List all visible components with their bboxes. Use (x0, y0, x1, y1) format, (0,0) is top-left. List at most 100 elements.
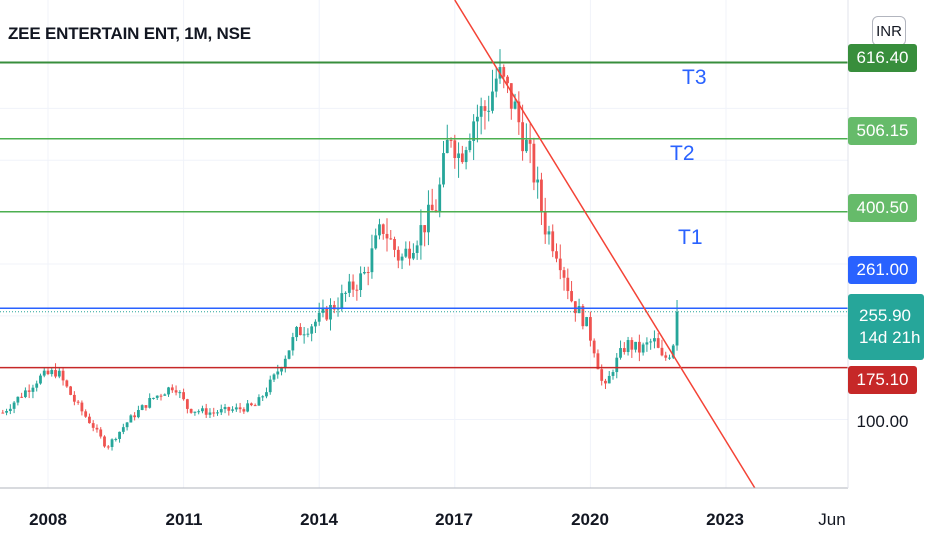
candle-140 (528, 123, 532, 164)
candle-142 (536, 166, 540, 199)
candle-56 (212, 407, 216, 417)
candle-14 (54, 363, 57, 379)
chart-title: ZEE ENTERTAIN ENT, 1M, NSE (8, 24, 251, 43)
candle-176 (664, 351, 668, 361)
candle-12 (46, 368, 50, 376)
target-label-t3: T3 (682, 66, 707, 89)
candle-97 (366, 266, 370, 286)
candle-23 (88, 413, 91, 424)
candle-11 (42, 367, 46, 378)
candle-160 (604, 378, 607, 390)
candle-106 (400, 253, 404, 270)
candle-99 (374, 228, 378, 250)
candle-173 (653, 330, 656, 349)
candle-150 (566, 268, 570, 300)
candle-17 (65, 379, 69, 388)
candle-15 (57, 367, 61, 379)
candle-64 (242, 407, 246, 414)
candle-100 (378, 218, 381, 240)
candle-32 (121, 423, 125, 435)
candle-152 (573, 301, 577, 322)
candle-24 (91, 420, 95, 432)
candle-168 (634, 341, 637, 353)
candle-125 (472, 114, 476, 161)
candle-38 (144, 405, 148, 411)
candle-121 (457, 142, 460, 178)
candle-71 (268, 375, 272, 395)
candle-16 (61, 368, 65, 386)
candle-52 (197, 409, 201, 415)
candle-104 (393, 236, 396, 258)
candle-8 (31, 384, 35, 399)
candle-146 (551, 224, 555, 258)
candle-34 (129, 414, 133, 423)
candle-116 (438, 177, 442, 218)
candle-90 (340, 284, 344, 312)
candle-1 (5, 408, 8, 416)
price-tag-high-marker: 261.00 (848, 256, 917, 284)
candle-96 (363, 266, 366, 275)
candle-136 (513, 93, 517, 110)
candle-126 (476, 104, 479, 143)
candle-3 (12, 401, 16, 414)
candle-40 (152, 397, 155, 400)
candle-103 (389, 230, 393, 240)
candle-134 (506, 75, 509, 94)
candle-147 (555, 243, 558, 263)
candle-84 (317, 302, 321, 326)
candle-93 (351, 274, 355, 297)
candle-67 (253, 403, 257, 407)
candle-143 (540, 172, 543, 225)
x-tick-jun: Jun (818, 510, 846, 529)
candle-78 (295, 325, 298, 342)
candle-53 (201, 405, 204, 414)
candle-149 (562, 266, 566, 291)
candle-48 (182, 388, 185, 401)
candle-43 (163, 393, 167, 396)
candle-156 (589, 311, 592, 347)
currency-button[interactable]: INR (872, 16, 906, 46)
candle-82 (310, 323, 314, 342)
candle-50 (189, 408, 193, 414)
candle-107 (404, 241, 408, 259)
candle-101 (381, 223, 385, 240)
x-tick-2011: 2011 (165, 510, 203, 529)
candle-22 (84, 409, 88, 418)
candle-70 (265, 387, 268, 399)
candle-69 (261, 395, 265, 402)
candle-10 (39, 373, 42, 385)
candle-79 (298, 323, 302, 336)
candle-46 (174, 385, 178, 396)
price-tag-t2: 506.15 (848, 117, 917, 145)
candle-167 (630, 337, 634, 358)
candle-117 (442, 140, 445, 188)
candle-105 (396, 246, 400, 269)
candle-138 (521, 104, 524, 161)
candle-174 (656, 332, 660, 349)
y-axis-label-100: 100.00 (856, 412, 909, 431)
candle-165 (622, 342, 626, 355)
candle-59 (223, 403, 227, 414)
candle-35 (133, 412, 137, 421)
candle-162 (611, 369, 615, 380)
candle-13 (50, 367, 54, 377)
candle-37 (140, 404, 144, 411)
countdown-value: 14d 21h (859, 328, 921, 347)
candle-137 (517, 91, 521, 135)
candle-5 (20, 392, 24, 398)
candle-94 (355, 284, 359, 301)
candle-65 (246, 399, 250, 413)
candle-153 (577, 298, 581, 314)
x-tick-2008: 2008 (29, 510, 67, 529)
candle-109 (411, 243, 415, 261)
candle-171 (645, 337, 649, 352)
x-tick-2017: 2017 (435, 510, 473, 529)
candle-132 (498, 49, 502, 84)
candle-81 (306, 328, 310, 338)
candle-27 (103, 435, 106, 448)
grid-lines (0, 0, 848, 488)
candle-2 (8, 404, 12, 415)
candle-33 (125, 421, 129, 431)
candle-66 (250, 402, 253, 407)
